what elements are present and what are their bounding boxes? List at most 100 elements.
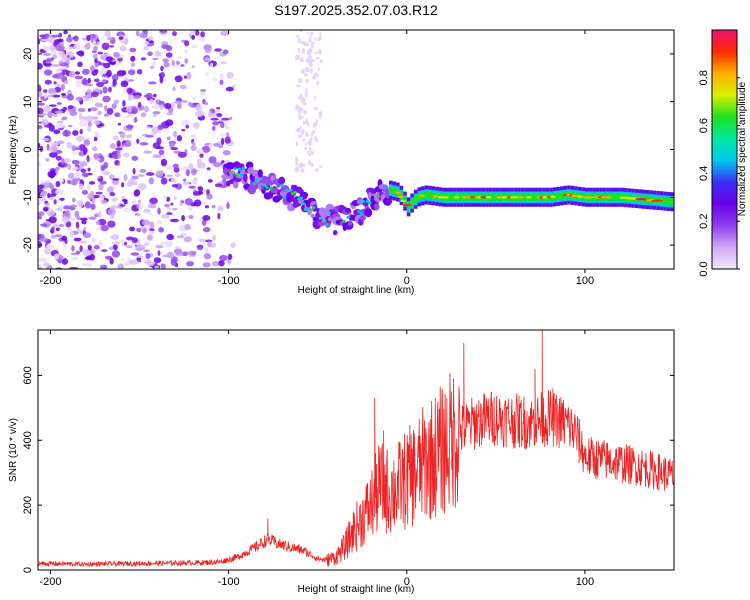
spectrogram-speckle xyxy=(301,48,306,54)
spectrogram-speckle xyxy=(204,205,210,209)
spectrogram-speckle xyxy=(185,169,190,177)
spectrogram-speckle xyxy=(58,223,64,228)
spectrogram-speckle xyxy=(47,36,55,44)
snr-y-tick-label: 0 xyxy=(22,567,34,573)
spectrogram-speckle xyxy=(152,154,162,159)
spectrogram-speckle xyxy=(112,178,120,181)
spectrogram-speckle xyxy=(308,62,313,68)
spectrogram-speckle xyxy=(164,203,170,208)
spectrogram-speckle xyxy=(77,107,86,113)
spectrogram-speckle xyxy=(81,172,89,177)
spectrogram-speckle xyxy=(166,174,173,177)
ridge-peak xyxy=(258,177,263,181)
ridge-peak xyxy=(235,173,239,177)
spectrogram-speckle xyxy=(129,47,137,53)
spectrogram-speckle xyxy=(53,113,58,117)
spectrogram-speckle xyxy=(67,163,72,171)
spectrogram-speckle xyxy=(63,205,72,210)
ridge-core xyxy=(389,186,393,194)
spectrogram-speckle xyxy=(136,30,140,37)
spectrogram-speckle xyxy=(307,32,310,35)
spectrogram-speckle xyxy=(79,119,88,127)
spectrogram-speckle xyxy=(131,200,137,205)
spectrogram-speckle xyxy=(172,163,179,169)
spectrogram-speckle xyxy=(226,132,230,138)
spectrogram-x-label: Height of straight line (km) xyxy=(298,285,415,296)
spectrogram-speckle xyxy=(165,119,174,127)
spectrogram-speckle xyxy=(139,169,147,173)
spectrogram-speckle xyxy=(55,227,60,232)
spectrogram-speckle xyxy=(123,173,128,182)
spectrogram-speckle xyxy=(40,190,48,197)
spectrogram-speckle xyxy=(295,166,300,170)
spectrogram-speckle xyxy=(54,253,60,260)
spectrogram-speckle xyxy=(152,103,161,110)
spectrogram-speckle xyxy=(295,35,300,38)
spectrogram-speckle xyxy=(48,104,57,107)
spectrogram-speckle xyxy=(297,37,302,44)
spectrogram-speckle xyxy=(175,60,181,65)
spectrogram-speckle xyxy=(116,140,121,147)
spectrogram-speckle xyxy=(160,213,170,219)
spectrogram-speckle xyxy=(82,249,90,257)
spectrogram-speckle xyxy=(302,120,306,125)
spectrogram-speckle xyxy=(89,107,98,112)
ridge-core xyxy=(531,194,536,201)
spectrogram-speckle xyxy=(184,49,188,54)
spectrogram-speckle xyxy=(70,180,78,186)
spectrogram-speckle xyxy=(61,69,69,73)
ridge-core xyxy=(424,191,429,199)
colorbar-gradient xyxy=(711,29,738,270)
figure-title: S197.2025.352.07.03.R12 xyxy=(274,2,438,18)
spectrogram-speckle xyxy=(43,92,48,99)
ridge-core xyxy=(613,194,617,201)
spectrogram-speckle xyxy=(306,151,310,154)
spectrogram-speckle xyxy=(40,38,46,42)
spectrogram-speckle xyxy=(148,203,157,209)
spectrogram-speckle xyxy=(316,74,320,78)
spectrogram-speckle xyxy=(160,240,165,247)
spectrogram-speckle xyxy=(137,101,142,108)
spectrogram-speckle xyxy=(122,100,126,107)
spectrogram-speckle xyxy=(58,32,62,38)
spectrogram-speckle xyxy=(143,249,151,253)
spectrogram-speckle xyxy=(112,241,121,245)
ridge-halo xyxy=(364,208,373,218)
ridge-peak xyxy=(325,223,329,227)
spectrogram-speckle xyxy=(55,70,62,74)
spectrogram-y-ticks: -20 -10 0 10 20 xyxy=(22,48,674,253)
spectrogram-speckle xyxy=(314,124,317,127)
spectrogram-speckle xyxy=(300,107,304,112)
spectrogram-speckle xyxy=(176,235,185,239)
spectrogram-speckle xyxy=(202,215,211,221)
spectrogram-speckle xyxy=(123,153,130,158)
spectrogram-speckle xyxy=(55,166,60,171)
spectrogram-speckle xyxy=(43,53,52,56)
spectrogram-speckle xyxy=(310,31,314,36)
spectrogram-speckle xyxy=(63,30,68,35)
spectrogram-speckle xyxy=(60,83,65,91)
spectrogram-speckle xyxy=(222,49,229,55)
ridge-peak xyxy=(293,190,297,194)
spectrogram-speckle xyxy=(38,84,41,90)
spectrogram-speckle xyxy=(301,68,305,75)
spectrogram-speckle xyxy=(207,179,213,183)
spectrogram-speckle xyxy=(318,110,323,117)
spectrogram-speckle xyxy=(67,179,72,185)
spectrogram-speckle xyxy=(57,38,64,43)
spectrogram-speckle xyxy=(159,30,167,33)
spectrogram-speckle xyxy=(68,70,76,78)
ridge-core xyxy=(449,194,454,201)
spectrogram-speckle xyxy=(196,148,204,155)
spectrogram-speckle xyxy=(39,237,48,242)
spectrogram-speckle xyxy=(160,177,168,185)
spectrogram-speckle xyxy=(125,245,133,249)
spectrogram-speckle xyxy=(216,113,223,118)
spectrogram-speckle xyxy=(295,54,301,61)
ridge-peak xyxy=(241,166,246,170)
spectrogram-speckle xyxy=(111,103,117,109)
spectrogram-speckle xyxy=(46,144,50,151)
spectrogram-speckle xyxy=(179,84,187,90)
spectrogram-speckle xyxy=(124,241,128,246)
